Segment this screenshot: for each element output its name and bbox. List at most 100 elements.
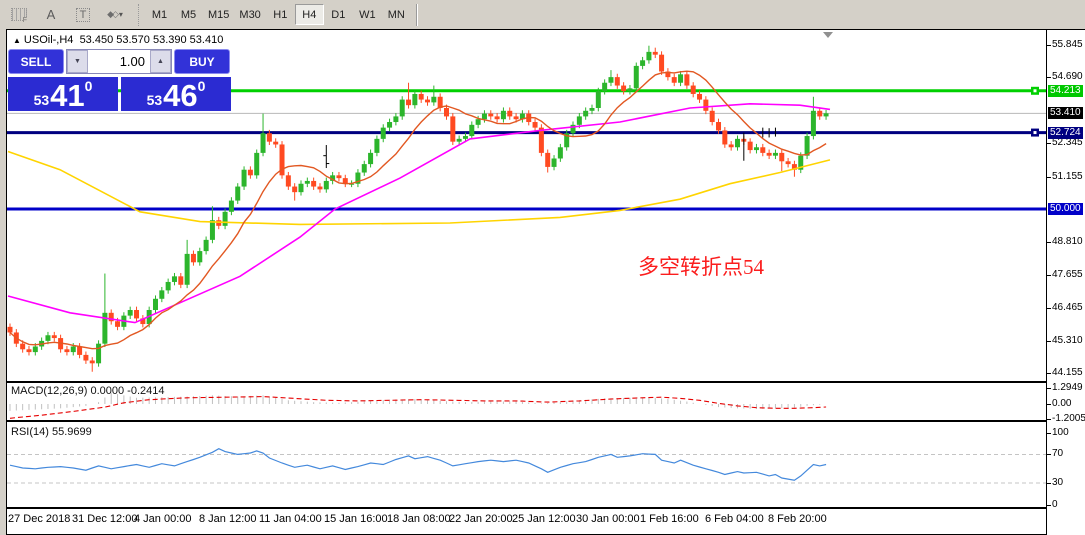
toolbar: F A T ◆◇ ▾ M1 M5 M15 M30 H1 H4 D1 W1 MN (0, 0, 1085, 29)
time-axis-label: 1 Feb 16:00 (640, 513, 699, 525)
timeframe-button-mn[interactable]: MN (387, 8, 405, 21)
macd-tick-label: -1.2005 (1052, 412, 1085, 424)
time-axis-label: 8 Feb 20:00 (768, 513, 827, 525)
timeframe-button-h1[interactable]: H1 (273, 8, 288, 21)
shapes-icon[interactable]: ◆◇ ▾ (107, 9, 123, 19)
scale-tick (1047, 77, 1051, 79)
price-badge-53.410: 53.410 (1048, 107, 1083, 120)
time-axis-label: 27 Dec 2018 (8, 513, 71, 525)
buy-price-int: 53 (146, 92, 163, 108)
timeframe-button-m15[interactable]: M15 (208, 8, 230, 21)
macd-histogram (9, 392, 821, 411)
time-axis[interactable]: 27 Dec 2018 31 Dec 12:00 4 Jan 00:00 8 Jan … (6, 509, 1046, 535)
macd-tick-label: 1.2949 (1052, 381, 1083, 393)
scale-tick (1047, 176, 1051, 178)
time-axis-label: 15 Jan 16:00 (324, 513, 388, 525)
scale-tick (1047, 433, 1051, 434)
rsi-tick-label: 0 (1052, 498, 1058, 510)
price-tick-label: 51.155 (1052, 170, 1083, 182)
panel-separator (6, 507, 1085, 509)
rsi-indicator-chart[interactable] (6, 422, 1046, 507)
timeframe-button-m1[interactable]: M1 (151, 8, 168, 21)
time-axis-label: 30 Jan 00:00 (576, 513, 640, 525)
chart-symbol-line: ▲ USOil-,H4 53.450 53.570 53.390 53.410 (13, 34, 223, 46)
symbol-name: USOil-,H4 (23, 34, 74, 46)
price-tick-label: 48.810 (1052, 236, 1083, 248)
ma-fast-line (9, 70, 827, 350)
dropdown-caret-icon[interactable]: ▾ (118, 10, 123, 19)
rsi-label: RSI(14) 55.9699 (11, 426, 92, 438)
time-axis-label: 31 Dec 12:00 (72, 513, 138, 525)
volume-stepper: ▼ 1.00 ▲ (66, 49, 172, 74)
price-badge-50.000: 50.000 (1048, 202, 1083, 215)
panel-separator[interactable] (6, 381, 1085, 383)
macd-tick-label: 0.00 (1052, 398, 1072, 409)
sell-price-main: 41 (50, 78, 85, 113)
sell-price-int: 53 (33, 92, 50, 108)
panel-separator[interactable] (6, 420, 1085, 422)
rsi-tick-label: 100 (1052, 427, 1069, 438)
timeframe-button-h4[interactable]: H4 (294, 4, 324, 25)
toolbar-separator (415, 3, 418, 26)
fibo-grid-icon[interactable]: F (6, 4, 32, 26)
toolbar-separator (138, 3, 139, 26)
rsi-line (9, 448, 827, 481)
ma-mid-line (7, 102, 831, 324)
price-tick-label: 45.310 (1052, 334, 1083, 346)
price-tick-label: 55.845 (1052, 39, 1083, 50)
price-tick-label: 52.345 (1052, 137, 1083, 149)
scale-tick (1047, 418, 1051, 420)
time-axis-label: 8 Jan 12:00 (199, 513, 257, 525)
rsi-tick-label: 30 (1052, 477, 1064, 489)
volume-input[interactable]: 1.00 (119, 54, 145, 69)
timeframe-group: M1 M5 M15 M30 H1 H4 D1 W1 MN (145, 4, 411, 25)
symbol-arrow-icon: ▲ (13, 36, 21, 45)
time-axis-label: 11 Jan 04:00 (259, 513, 322, 525)
scale-tick (1047, 242, 1051, 244)
chart-text-annotation[interactable]: 多空转折点54 (638, 255, 764, 279)
time-axis-label: 6 Feb 04:00 (705, 513, 764, 525)
chart-shift-marker-icon (823, 32, 833, 38)
buy-button[interactable]: BUY (174, 49, 230, 74)
scale-tick (1047, 143, 1051, 145)
macd-indicator-chart[interactable] (6, 383, 1046, 420)
timeframe-button-m30[interactable]: M30 (239, 8, 261, 21)
timeframe-button-d1[interactable]: D1 (331, 8, 346, 21)
price-tick-label: 44.155 (1052, 366, 1083, 378)
macd-signal-line (9, 396, 827, 419)
sell-price-pip: 0 (84, 78, 93, 94)
scale-tick (1047, 274, 1051, 276)
price-scale[interactable]: 55.845 54.690 52.345 51.155 48.810 47.655 46.4… (1046, 30, 1085, 535)
scale-tick (1047, 45, 1051, 46)
buy-price-display[interactable]: 53 46 0 (121, 77, 231, 111)
scale-tick (1047, 454, 1051, 456)
text-box-icon[interactable]: T (70, 4, 96, 26)
scale-tick (1047, 308, 1051, 310)
time-axis-label: 18 Jan 08:00 (387, 513, 451, 525)
price-badge-52.724: 52.724 (1048, 126, 1083, 139)
sell-button[interactable]: SELL (8, 49, 64, 74)
scale-tick (1047, 340, 1051, 342)
scale-tick (1047, 372, 1051, 374)
scale-tick (1047, 404, 1051, 405)
rsi-tick-label: 70 (1052, 448, 1064, 460)
volume-increase-button[interactable]: ▲ (150, 50, 171, 73)
price-tick-label: 54.690 (1052, 71, 1083, 83)
text-label-icon[interactable]: A (46, 7, 56, 22)
sell-price-display[interactable]: 53 41 0 (8, 77, 118, 111)
black-marks (323, 127, 776, 169)
scale-tick (1047, 387, 1051, 389)
timeframe-button-w1[interactable]: W1 (359, 8, 376, 21)
one-click-trade-panel: SELL ▼ 1.00 ▲ BUY 53 41 0 53 46 0 (8, 49, 232, 111)
scale-tick (1047, 504, 1051, 506)
time-axis-label: 25 Jan 12:00 (512, 513, 576, 525)
timeframe-button-m5[interactable]: M5 (180, 8, 197, 21)
buy-price-main: 46 (163, 78, 198, 113)
symbol-ohlc: 53.450 53.570 53.390 53.410 (79, 34, 224, 46)
time-axis-label: 22 Jan 20:00 (449, 513, 513, 525)
scale-tick (1047, 483, 1051, 485)
time-axis-label: 4 Jan 00:00 (134, 513, 192, 525)
volume-decrease-button[interactable]: ▼ (67, 50, 88, 73)
ma-slow-line (7, 150, 831, 226)
